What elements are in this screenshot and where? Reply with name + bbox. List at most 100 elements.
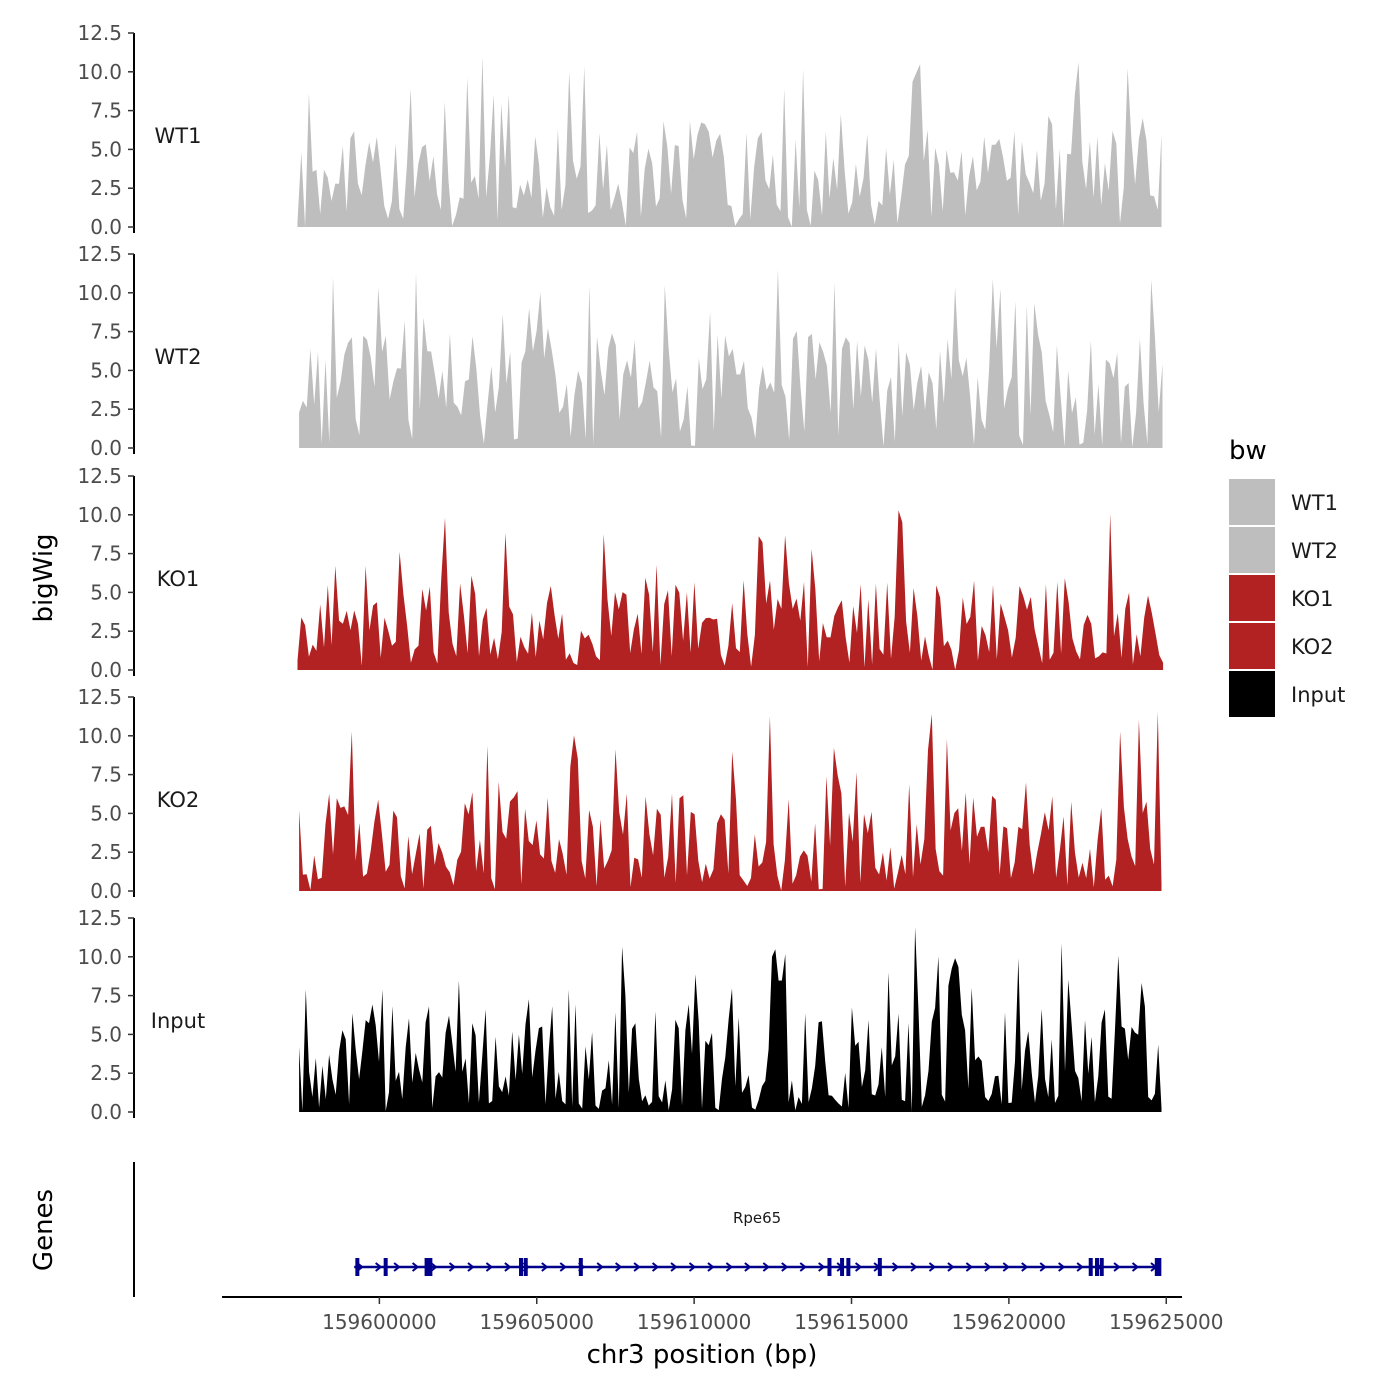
legend-title: bw bbox=[1229, 436, 1267, 466]
strand-arrow bbox=[688, 1262, 697, 1272]
genes-track-label: Genes bbox=[29, 1189, 59, 1271]
strand-arrow bbox=[762, 1262, 770, 1272]
coverage-area-input bbox=[299, 927, 1162, 1112]
strand-arrow bbox=[670, 1262, 678, 1272]
y-tick-label: 5.0 bbox=[90, 580, 122, 604]
strand-arrow bbox=[781, 1262, 789, 1272]
genes-track: Genes Rpe65 bbox=[29, 1162, 1162, 1297]
y-tick-label: 0.0 bbox=[90, 1100, 122, 1124]
legend-label-wt2: WT2 bbox=[1291, 539, 1338, 563]
y-tick-label: 0.0 bbox=[90, 436, 122, 460]
y-tick-label: 12.5 bbox=[77, 906, 122, 930]
strand-arrow bbox=[448, 1262, 457, 1272]
track-label-ko2: KO2 bbox=[157, 788, 200, 812]
strand-arrow bbox=[799, 1262, 807, 1272]
strand-arrow bbox=[1131, 1262, 1140, 1272]
strand-arrow bbox=[559, 1262, 567, 1272]
legend-label-ko1: KO1 bbox=[1291, 587, 1334, 611]
legend-label-ko2: KO2 bbox=[1291, 635, 1334, 659]
coverage-tracks: 0.0 2.5 5.0 7.5 10.0 12.5 WT1 0.0 2.5 5.0 7.5 10.0 1… bbox=[77, 21, 1164, 1124]
y-tick-label: 2.5 bbox=[90, 619, 122, 643]
y-tick-label: 10.0 bbox=[77, 945, 122, 969]
strand-arrow bbox=[615, 1262, 623, 1272]
y-tick-label: 0.0 bbox=[90, 879, 122, 903]
strand-arrow bbox=[984, 1262, 992, 1272]
track-wt1: 0.0 2.5 5.0 7.5 10.0 12.5 WT1 bbox=[77, 21, 1162, 239]
gene-exon bbox=[1157, 1258, 1162, 1276]
gene-exon bbox=[523, 1258, 528, 1276]
legend-label-wt1: WT1 bbox=[1291, 491, 1338, 515]
y-tick-label: 2.5 bbox=[90, 176, 122, 200]
gene-exon bbox=[1099, 1258, 1104, 1276]
y-tick-label: 5.0 bbox=[90, 358, 122, 382]
coverage-area-ko1 bbox=[297, 510, 1164, 670]
strand-arrow bbox=[411, 1262, 420, 1272]
gene-exon bbox=[578, 1258, 583, 1276]
strand-arrow bbox=[485, 1262, 494, 1272]
strand-arrow bbox=[430, 1262, 438, 1272]
strand-arrow bbox=[928, 1262, 937, 1272]
strand-arrow bbox=[891, 1262, 900, 1272]
y-tick-label: 10.0 bbox=[77, 724, 122, 748]
y-tick-label: 7.5 bbox=[90, 320, 122, 344]
x-tick-label: 159610000 bbox=[637, 1310, 752, 1334]
gene-exon bbox=[383, 1258, 388, 1276]
gene-exon bbox=[1088, 1258, 1093, 1276]
track-ko2: 0.0 2.5 5.0 7.5 10.0 12.5 KO2 bbox=[77, 685, 1162, 903]
strand-arrow bbox=[651, 1262, 660, 1272]
y-tick-label: 12.5 bbox=[77, 464, 122, 488]
coverage-area-wt2 bbox=[299, 269, 1163, 448]
y-tick-label: 5.0 bbox=[90, 137, 122, 161]
y-tick-label: 10.0 bbox=[77, 281, 122, 305]
y-tick-label: 12.5 bbox=[77, 242, 122, 266]
x-tick-label: 159600000 bbox=[322, 1310, 437, 1334]
coverage-area-wt1 bbox=[297, 56, 1162, 227]
y-tick-label: 12.5 bbox=[77, 21, 122, 45]
x-axis-title: chr3 position (bp) bbox=[587, 1340, 818, 1370]
strand-arrow bbox=[596, 1262, 604, 1272]
legend-key-wt1 bbox=[1229, 479, 1275, 525]
track-label-wt1: WT1 bbox=[155, 124, 202, 148]
y-tick-label: 7.5 bbox=[90, 99, 122, 123]
x-tick-label: 159625000 bbox=[1109, 1310, 1224, 1334]
x-tick-label: 159615000 bbox=[794, 1310, 909, 1334]
track-label-wt2: WT2 bbox=[155, 345, 202, 369]
strand-arrow bbox=[504, 1262, 512, 1272]
y-axis-title: bigWig bbox=[29, 533, 59, 622]
strand-arrow bbox=[375, 1262, 383, 1272]
gene-exon bbox=[827, 1258, 832, 1276]
gene-exon bbox=[428, 1258, 433, 1276]
y-tick-label: 7.5 bbox=[90, 763, 122, 787]
x-tick-label: 159605000 bbox=[479, 1310, 594, 1334]
gene-exon bbox=[846, 1258, 851, 1276]
strand-arrow bbox=[467, 1262, 475, 1272]
legend-key-ko2 bbox=[1229, 623, 1275, 669]
strand-arrow bbox=[725, 1262, 733, 1272]
strand-arrow bbox=[818, 1262, 826, 1272]
strand-arrow bbox=[744, 1262, 752, 1272]
y-tick-label: 10.0 bbox=[77, 503, 122, 527]
y-tick-label: 10.0 bbox=[77, 60, 122, 84]
y-tick-label: 0.0 bbox=[90, 215, 122, 239]
track-label-input: Input bbox=[151, 1009, 205, 1033]
legend-key-wt2 bbox=[1229, 527, 1275, 573]
legend-label-input: Input bbox=[1291, 683, 1345, 707]
y-tick-label: 7.5 bbox=[90, 984, 122, 1008]
x-axis: 159600000 159605000 159610000 159615000 1596… bbox=[222, 1296, 1224, 1370]
y-tick-label: 12.5 bbox=[77, 685, 122, 709]
strand-arrow bbox=[541, 1262, 549, 1272]
strand-arrow bbox=[393, 1262, 401, 1272]
strand-arrow bbox=[947, 1262, 955, 1272]
y-tick-label: 5.0 bbox=[90, 801, 122, 825]
y-tick-label: 2.5 bbox=[90, 840, 122, 864]
y-tick-label: 2.5 bbox=[90, 397, 122, 421]
gene-exon bbox=[877, 1258, 882, 1276]
strand-arrow bbox=[854, 1262, 863, 1272]
strand-arrow bbox=[633, 1262, 641, 1272]
track-input: 0.0 2.5 5.0 7.5 10.0 12.5 Input bbox=[77, 906, 1162, 1124]
gene-exon bbox=[355, 1258, 360, 1276]
strand-arrow bbox=[1113, 1262, 1121, 1272]
gene-exon bbox=[1095, 1258, 1100, 1276]
y-tick-label: 2.5 bbox=[90, 1061, 122, 1085]
